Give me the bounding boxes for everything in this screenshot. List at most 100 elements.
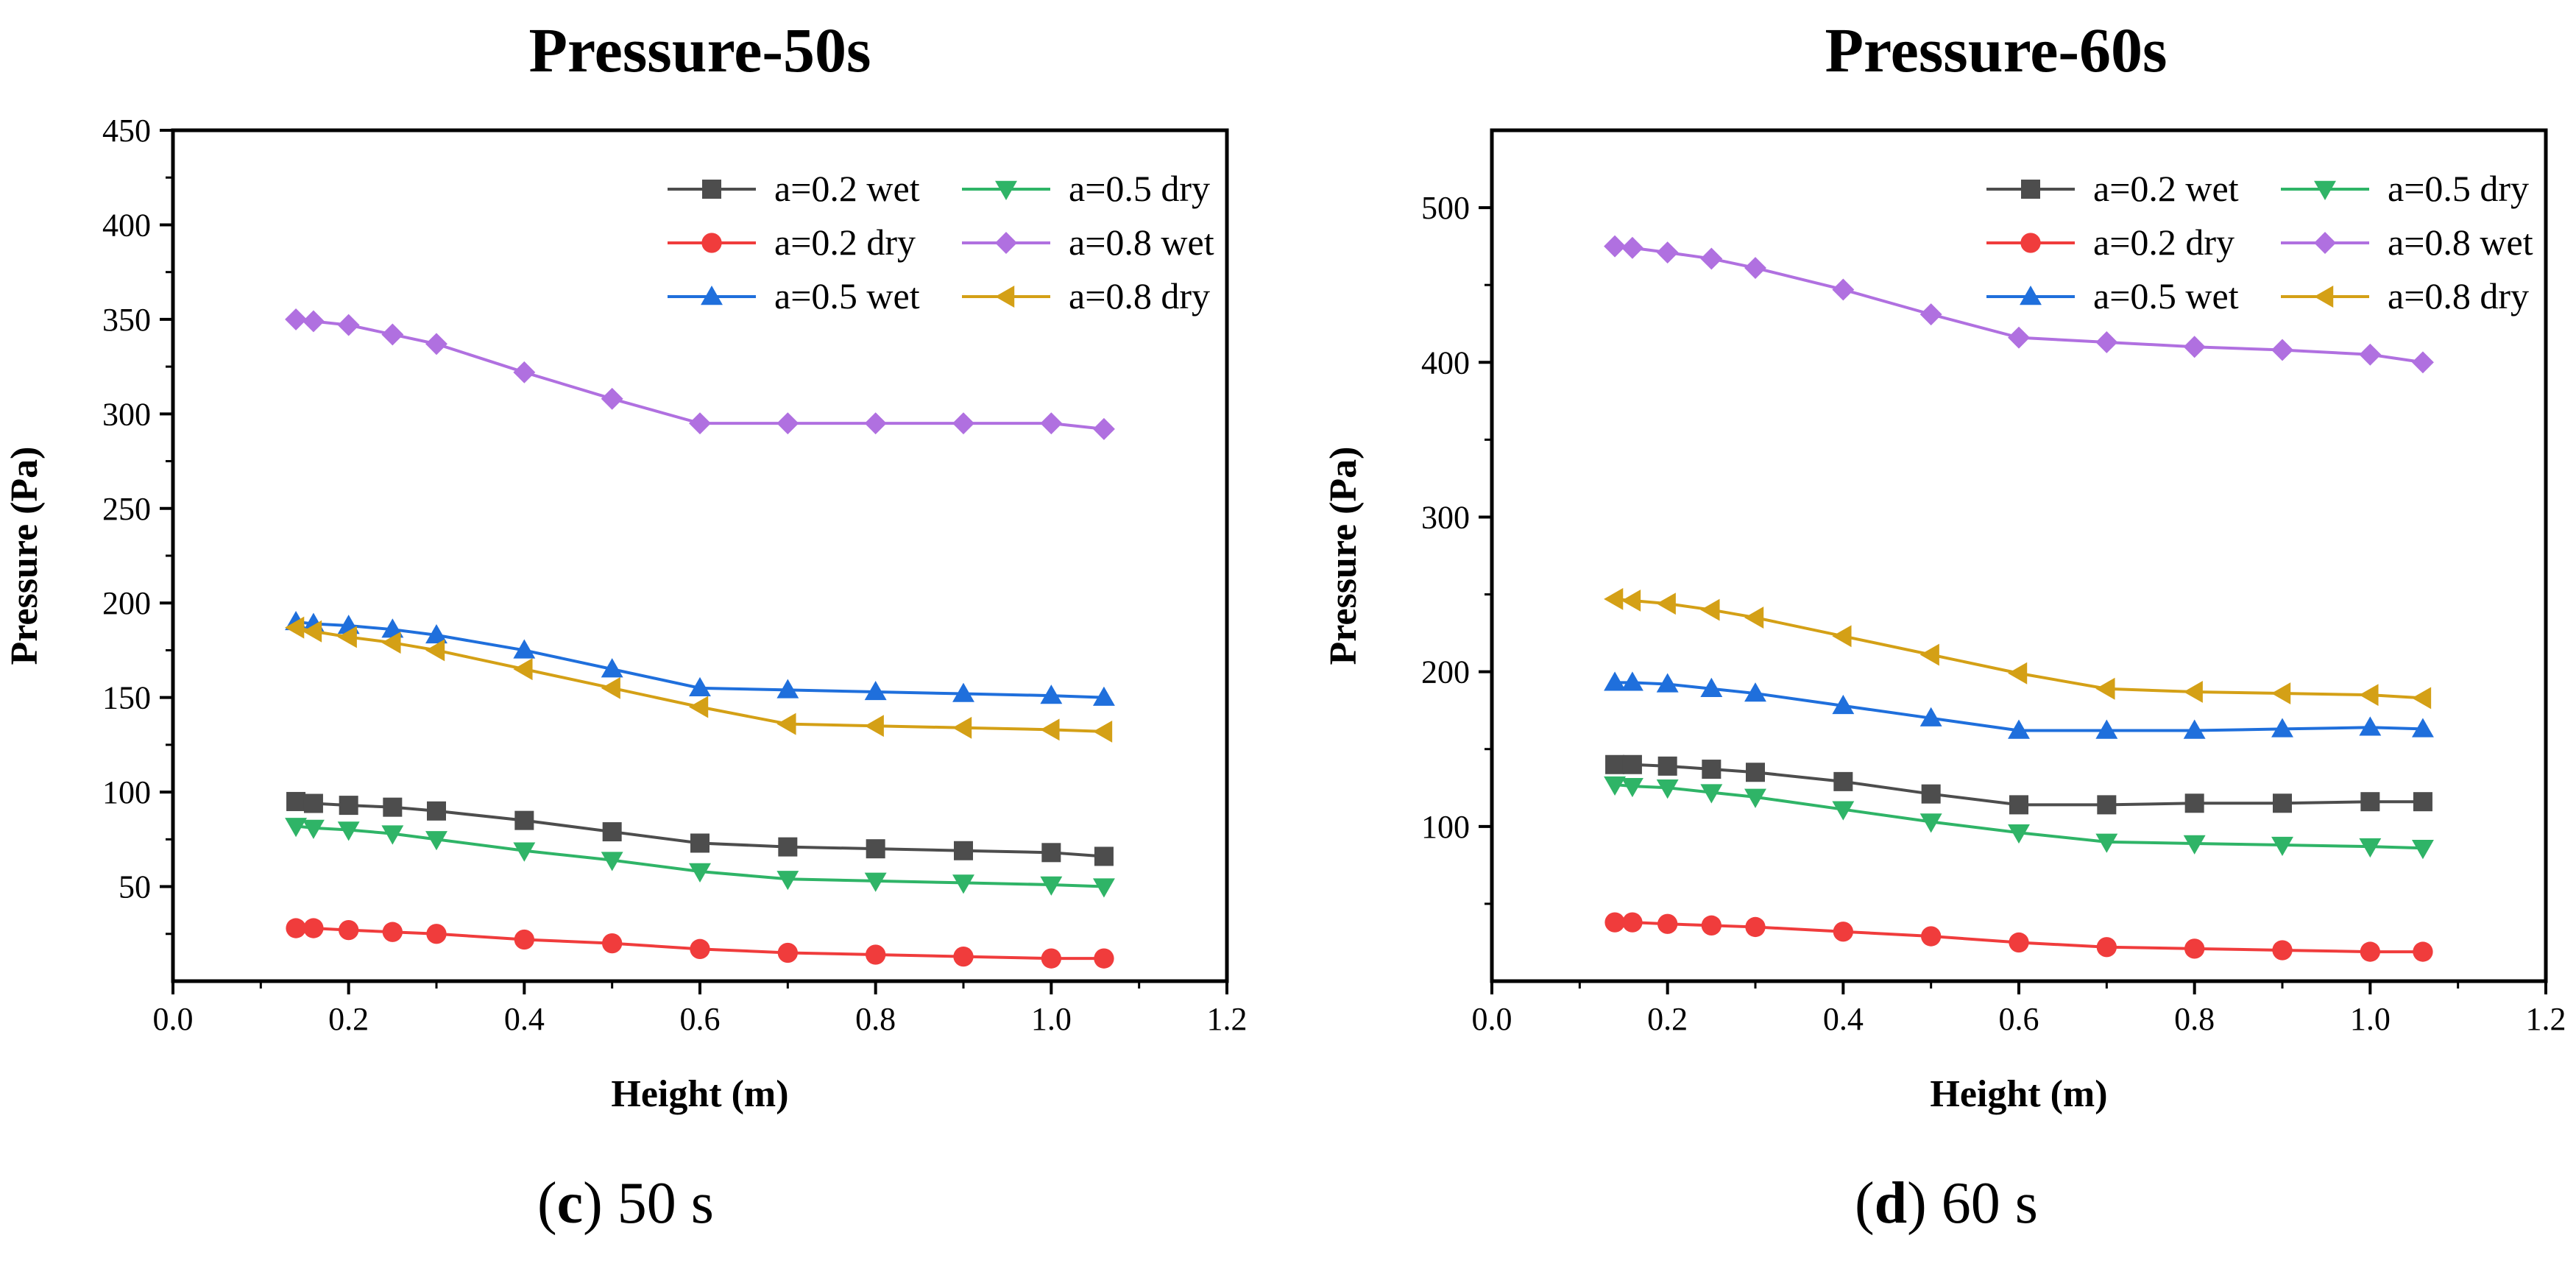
data-point bbox=[776, 871, 799, 891]
data-point bbox=[690, 833, 710, 853]
y-tick-label: 100 bbox=[1421, 809, 1470, 845]
data-point bbox=[339, 796, 358, 816]
data-point bbox=[1832, 278, 1855, 301]
x-axis-label: Height (m) bbox=[1930, 1073, 2107, 1115]
legend-marker bbox=[2314, 180, 2336, 200]
caption-d: (d) 60 s bbox=[1855, 1171, 2038, 1236]
data-point bbox=[426, 924, 447, 944]
data-point bbox=[1092, 878, 1115, 898]
data-point bbox=[425, 831, 447, 851]
y-tick-label: 450 bbox=[102, 113, 151, 149]
data-point bbox=[427, 801, 446, 821]
data-point bbox=[1622, 912, 1643, 933]
data-point bbox=[601, 676, 620, 699]
data-point bbox=[866, 839, 885, 859]
data-point bbox=[953, 946, 974, 967]
legend-label: a=0.2 dry bbox=[2093, 222, 2234, 263]
data-point bbox=[602, 822, 622, 842]
y-tick-label: 400 bbox=[102, 207, 151, 243]
data-point bbox=[1744, 682, 1766, 702]
data-point bbox=[1092, 720, 1113, 743]
chart-panel-d: Pressure-60s 0.0 0.2 0.4 0.6 0.8 1.0 1.2 100 200 3… bbox=[1323, 15, 2566, 1115]
data-point bbox=[1604, 912, 1625, 933]
x-tick-label: 0.6 bbox=[1999, 1001, 2039, 1037]
data-point bbox=[2095, 719, 2118, 739]
data-point bbox=[1746, 763, 1765, 782]
data-point bbox=[302, 819, 325, 839]
data-point bbox=[425, 333, 447, 356]
data-point bbox=[1657, 913, 1678, 934]
data-point bbox=[382, 922, 403, 942]
data-point bbox=[381, 632, 401, 654]
data-point bbox=[2359, 684, 2379, 707]
data-point bbox=[866, 944, 886, 965]
legend-marker bbox=[2020, 233, 2041, 253]
data-point bbox=[1702, 760, 1722, 779]
legend-marker bbox=[701, 286, 723, 305]
data-point bbox=[302, 310, 325, 333]
data-point bbox=[1832, 694, 1855, 715]
data-point bbox=[2271, 339, 2293, 361]
legend-marker bbox=[2314, 286, 2334, 308]
data-point bbox=[2359, 716, 2382, 736]
data-point bbox=[689, 676, 711, 697]
data-point bbox=[383, 797, 403, 817]
data-point bbox=[1921, 784, 1941, 804]
data-point bbox=[2095, 330, 2118, 353]
data-point bbox=[864, 872, 887, 892]
data-point bbox=[601, 387, 623, 410]
data-point bbox=[2096, 937, 2117, 958]
data-point bbox=[513, 639, 536, 659]
data-point bbox=[514, 810, 534, 830]
data-point bbox=[2009, 795, 2028, 815]
caption-d-text: 60 s bbox=[1941, 1171, 2038, 1236]
legend-marker bbox=[995, 180, 1017, 200]
x-tick-label: 0.4 bbox=[1823, 1001, 1864, 1037]
data-point bbox=[2411, 840, 2434, 860]
legend-marker bbox=[702, 180, 721, 199]
data-point bbox=[2413, 792, 2432, 812]
y-tick-label: 200 bbox=[1421, 654, 1470, 690]
data-point bbox=[1656, 673, 1679, 693]
data-point bbox=[1041, 843, 1061, 863]
caption-c: (c) 50 s bbox=[537, 1171, 714, 1236]
y-tick-label: 250 bbox=[102, 491, 151, 527]
data-point bbox=[2184, 938, 2205, 959]
legend-marker bbox=[2020, 286, 2042, 305]
data-point bbox=[1094, 948, 1114, 969]
data-point bbox=[1621, 590, 1641, 612]
y-tick-label: 150 bbox=[102, 680, 151, 716]
data-point bbox=[1040, 876, 1063, 896]
x-tick-label: 1.0 bbox=[2350, 1001, 2391, 1037]
data-point bbox=[1657, 756, 1677, 776]
data-point bbox=[2271, 682, 2291, 705]
data-point bbox=[776, 712, 796, 735]
data-point bbox=[1092, 417, 1115, 440]
x-tick-label: 0.8 bbox=[855, 1001, 896, 1037]
data-point bbox=[776, 679, 799, 699]
data-point bbox=[2360, 941, 2380, 962]
data-point bbox=[2273, 793, 2292, 813]
data-point bbox=[381, 323, 404, 346]
data-point bbox=[952, 682, 974, 702]
legend-label: a=0.2 wet bbox=[2093, 168, 2239, 209]
data-point bbox=[1656, 593, 1676, 615]
legend-label: a=0.5 wet bbox=[2093, 275, 2239, 316]
data-point bbox=[1094, 846, 1114, 866]
x-axis-label: Height (m) bbox=[611, 1073, 788, 1115]
data-point bbox=[2411, 718, 2434, 738]
data-point bbox=[864, 715, 884, 738]
data-point bbox=[1700, 677, 1723, 697]
x-tick-label: 0.2 bbox=[328, 1001, 369, 1037]
legend-label: a=0.5 dry bbox=[1069, 168, 1210, 209]
data-point bbox=[689, 696, 709, 718]
legend-label: a=0.8 dry bbox=[1069, 275, 1210, 316]
data-point bbox=[1700, 784, 1723, 804]
legend-label: a=0.2 wet bbox=[774, 168, 920, 209]
y-tick-label: 50 bbox=[118, 869, 151, 905]
x-tick-label: 0.4 bbox=[504, 1001, 545, 1037]
x-tick-label: 0.0 bbox=[153, 1001, 194, 1037]
data-point bbox=[513, 842, 536, 862]
legend-marker bbox=[2021, 180, 2040, 199]
